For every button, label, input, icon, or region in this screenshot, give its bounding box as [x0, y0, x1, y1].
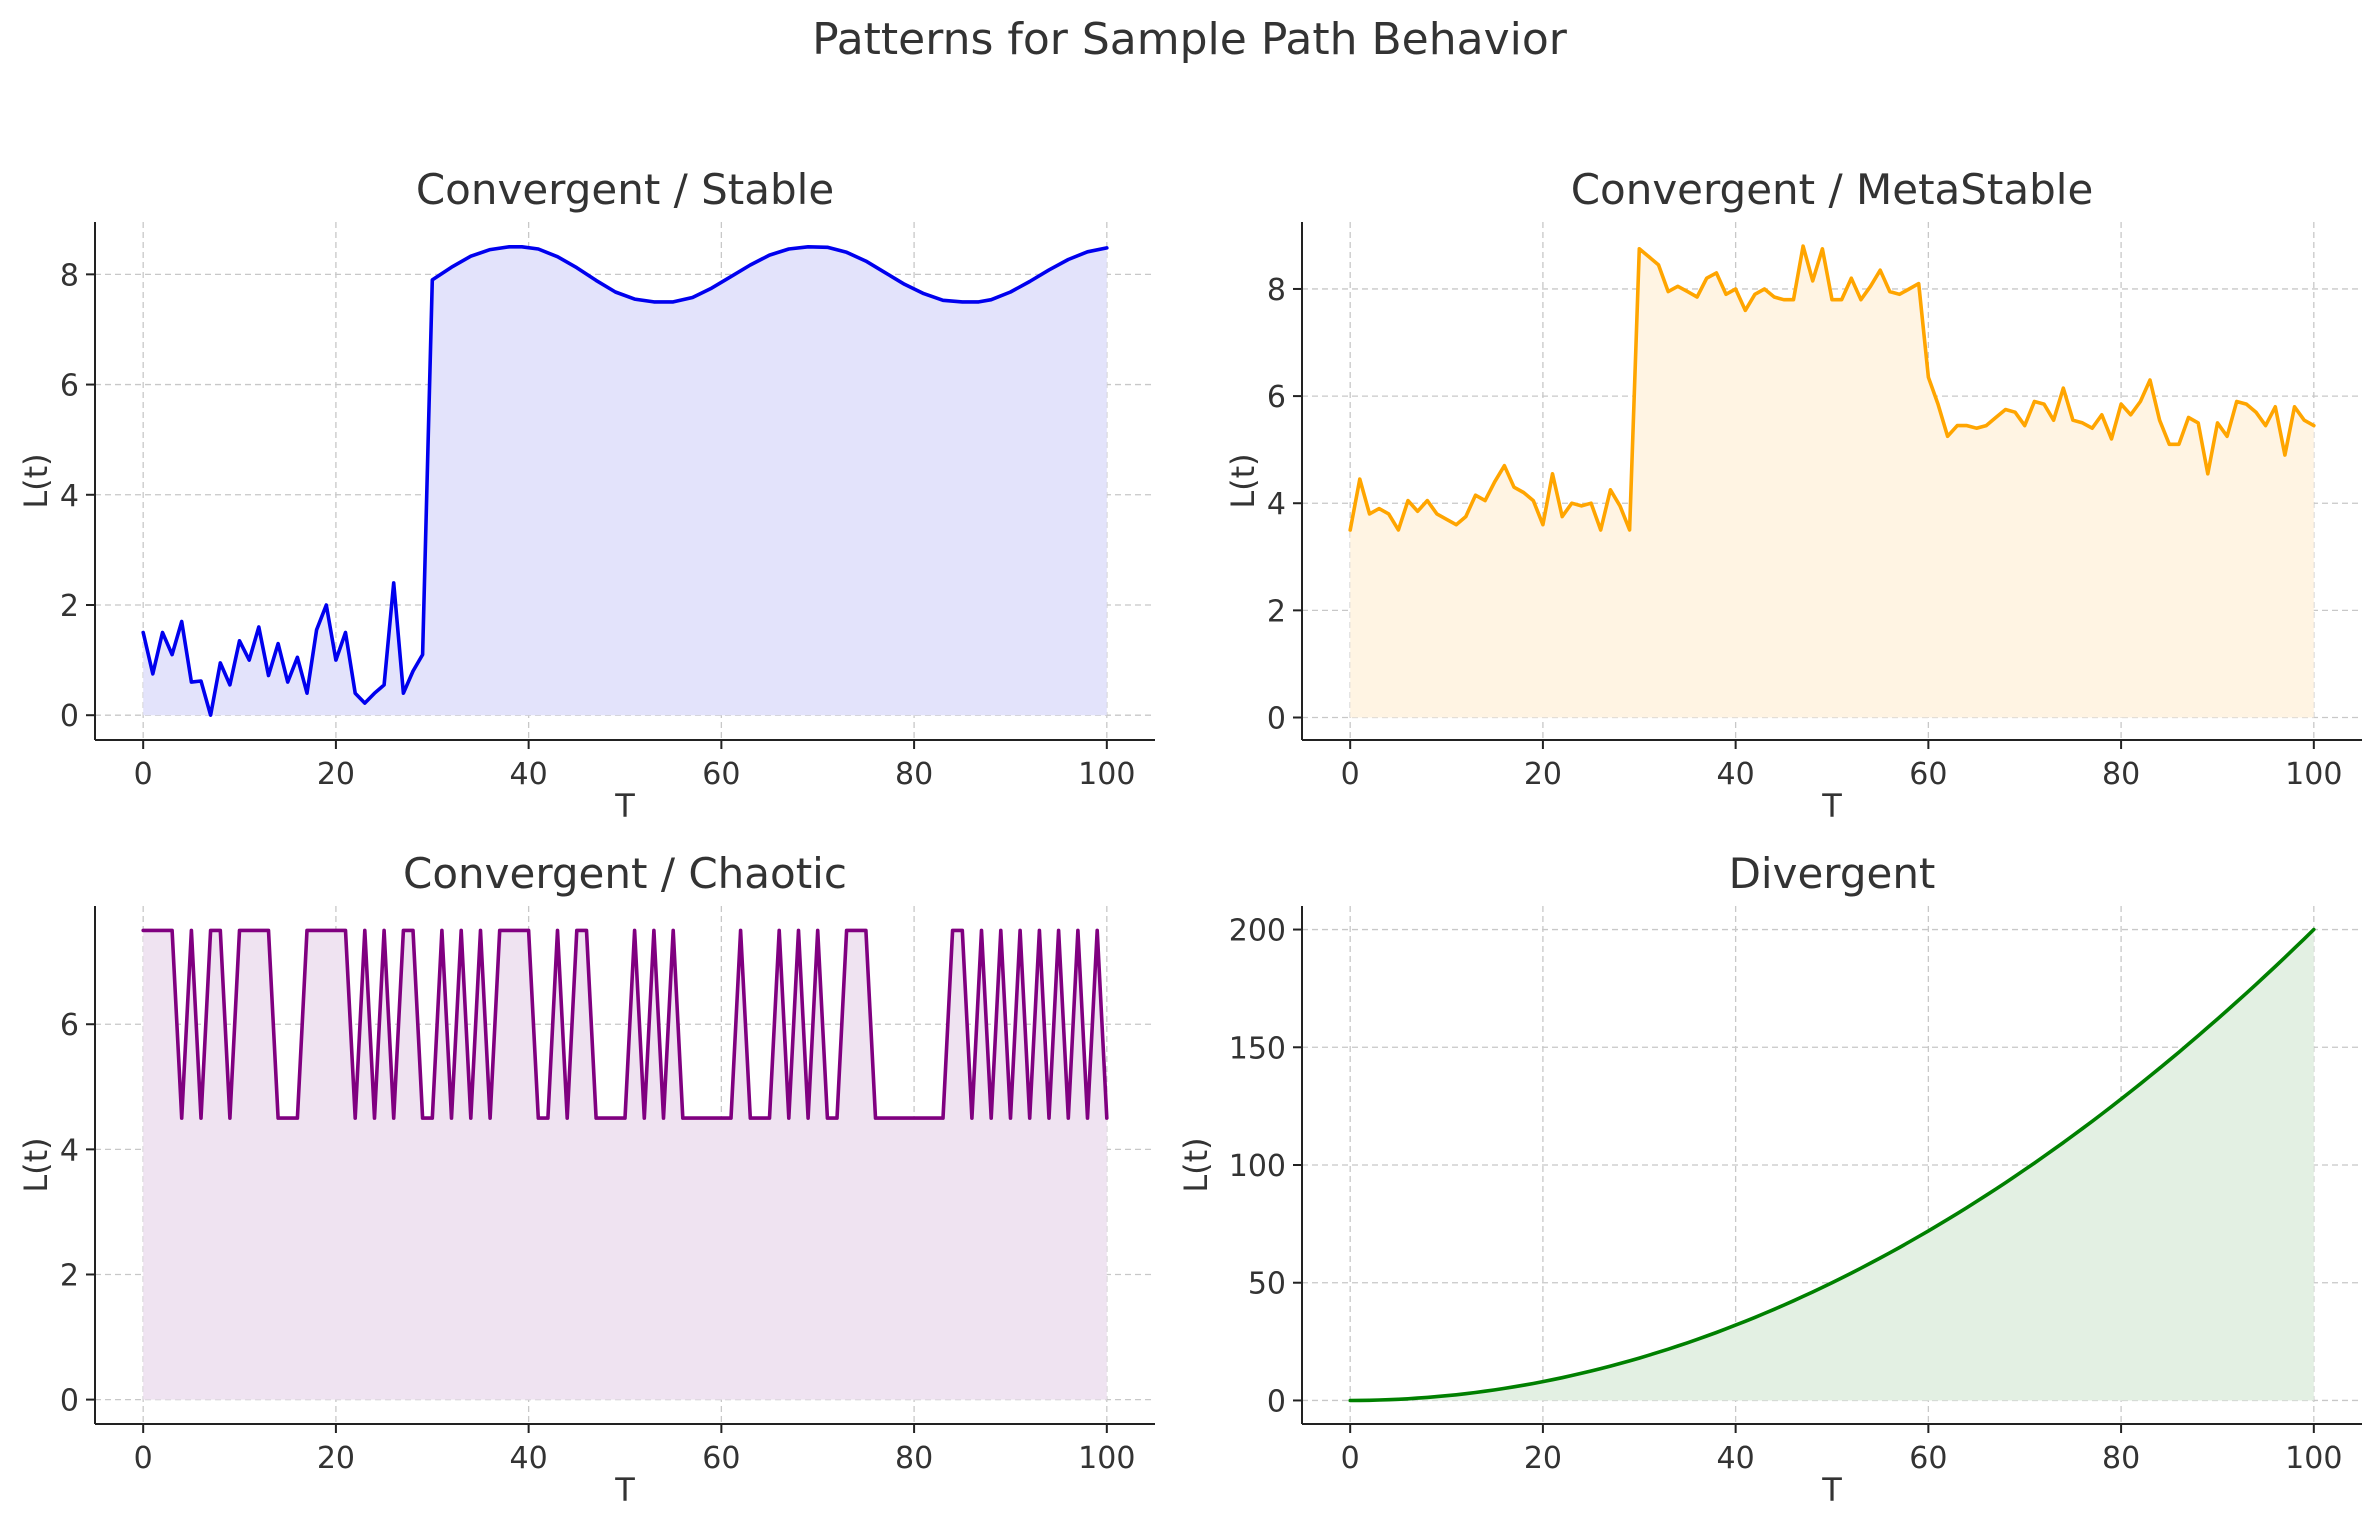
chart-3-x-tick-label: 40 — [510, 1441, 548, 1476]
chart-1-x-tick-label: 60 — [702, 757, 740, 792]
chart-1-x-tick-label: 100 — [1078, 757, 1135, 792]
chart-1-series-line — [141, 245, 1109, 717]
chart-4-series-line — [1348, 927, 2316, 1403]
chart-1-x-tick-label: 20 — [317, 757, 355, 792]
chart-4-title: Divergent — [1729, 849, 1936, 898]
chart-3-area-fill — [143, 930, 1107, 1400]
chart-4-y-tick-label: 100 — [1229, 1149, 1286, 1184]
chart-2-x-tick-label: 40 — [1717, 757, 1755, 792]
chart-3-y-axis-label: L(t) — [17, 1137, 55, 1192]
chart-3-series-line — [141, 928, 1109, 1120]
chart-2-title: Convergent / MetaStable — [1571, 165, 2094, 214]
chart-3-y-tick-label: 2 — [60, 1258, 79, 1293]
chart-1-y-tick-label: 0 — [60, 699, 79, 734]
chart-4-y-tick-label: 50 — [1248, 1267, 1286, 1302]
chart-4-x-tick-label: 20 — [1524, 1441, 1562, 1476]
chart-2-x-axis-label: T — [1821, 787, 1842, 825]
chart-2-x-tick-label: 80 — [2102, 757, 2140, 792]
chart-2-x-tick-label: 20 — [1524, 757, 1562, 792]
chart-4-x-tick-label: 80 — [2102, 1441, 2140, 1476]
chart-4-x-tick-label: 60 — [1909, 1441, 1947, 1476]
chart-2-y-tick-label: 6 — [1267, 380, 1286, 415]
chart-1-y-tick-label: 2 — [60, 589, 79, 624]
chart-4-y-tick-label: 0 — [1267, 1384, 1286, 1419]
chart-3-title: Convergent / Chaotic — [403, 849, 847, 898]
chart-2-x-tick-label: 100 — [2285, 757, 2342, 792]
chart-4-area-fill — [1350, 929, 2314, 1401]
chart-2-x-tick-label: 0 — [1341, 757, 1360, 792]
chart-2-series-line — [1348, 244, 2316, 532]
chart-3-y-tick-label: 0 — [60, 1384, 79, 1419]
chart-3-x-axis-label: T — [614, 1471, 635, 1509]
chart-1-y-tick-label: 6 — [60, 369, 79, 404]
figure-suptitle: Patterns for Sample Path Behavior — [812, 14, 1567, 65]
chart-3-x-tick-label: 20 — [317, 1441, 355, 1476]
chart-3-y-tick-label: 4 — [60, 1133, 79, 1168]
chart-2-y-tick-label: 2 — [1267, 594, 1286, 629]
chart-4-y-tick-label: 150 — [1229, 1031, 1286, 1066]
chart-1-x-tick-label: 0 — [134, 757, 153, 792]
chart-1-x-axis-label: T — [614, 787, 635, 825]
chart-2-y-axis-label: L(t) — [1224, 453, 1262, 508]
chart-3-x-tick-label: 60 — [702, 1441, 740, 1476]
chart-1-x-tick-label: 40 — [510, 757, 548, 792]
chart-2-y-tick-label: 8 — [1267, 273, 1286, 308]
chart-1-y-tick-label: 4 — [60, 479, 79, 514]
chart-2-area-fill — [1350, 246, 2314, 718]
chart-3-y-tick-label: 6 — [60, 1008, 79, 1043]
chart-3-x-tick-label: 0 — [134, 1441, 153, 1476]
chart-4-x-tick-label: 0 — [1341, 1441, 1360, 1476]
chart-3-x-tick-label: 100 — [1078, 1441, 1135, 1476]
chart-1-y-tick-label: 8 — [60, 258, 79, 293]
chart-1-y-axis-label: L(t) — [17, 453, 55, 508]
chart-1-area-fill — [143, 246, 1107, 716]
chart-3-x-tick-label: 80 — [895, 1441, 933, 1476]
chart-2-y-tick-label: 4 — [1267, 487, 1286, 522]
chart-4-x-axis-label: T — [1821, 1471, 1842, 1509]
chart-4-y-tick-label: 200 — [1229, 914, 1286, 949]
chart-1-title: Convergent / Stable — [416, 165, 834, 214]
chart-4-x-tick-label: 100 — [2285, 1441, 2342, 1476]
chart-4-x-tick-label: 40 — [1717, 1441, 1755, 1476]
chart-2-x-tick-label: 60 — [1909, 757, 1947, 792]
chart-2-y-tick-label: 0 — [1267, 702, 1286, 737]
chart-4-y-axis-label: L(t) — [1177, 1137, 1215, 1192]
chart-1-x-tick-label: 80 — [895, 757, 933, 792]
